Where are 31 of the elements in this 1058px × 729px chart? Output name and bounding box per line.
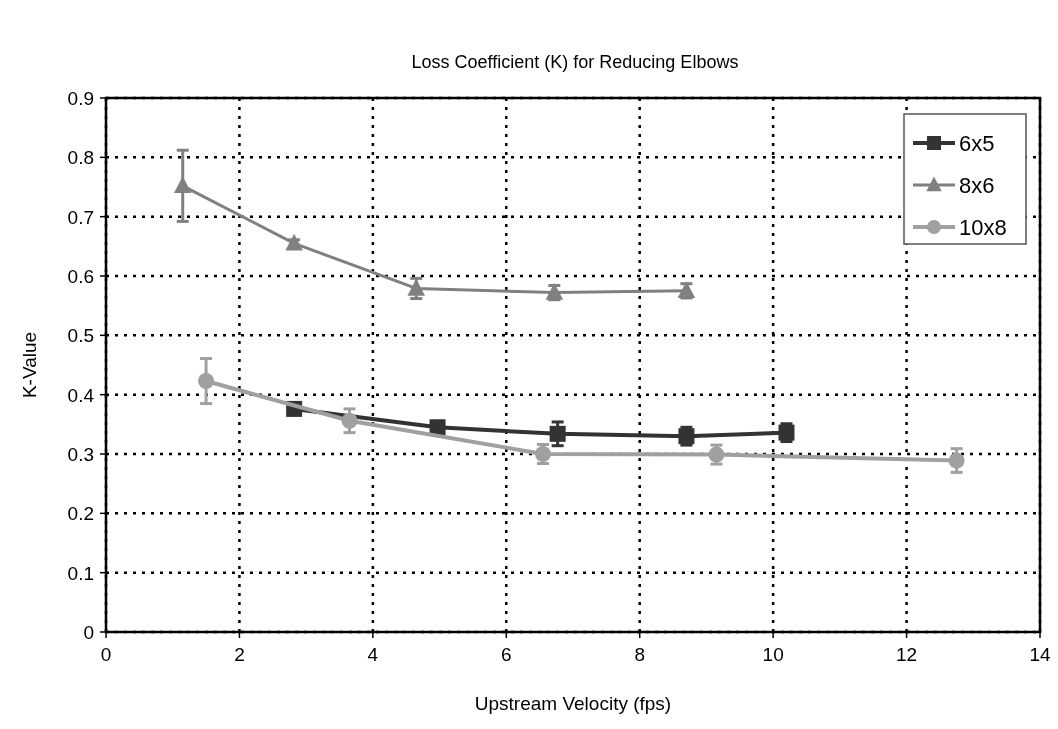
point — [285, 233, 303, 251]
y-tick-label: 0.4 — [67, 384, 95, 406]
x-tick-label: 4 — [367, 644, 379, 665]
x-tick-label: 10 — [762, 644, 784, 665]
x-tick-label: 12 — [896, 644, 918, 665]
y-tick-label: 0 — [83, 622, 94, 643]
chart-title: Loss Coefficient (K) for Reducing Elbows — [411, 52, 739, 72]
point — [948, 452, 965, 469]
x-tick-label: 8 — [634, 644, 645, 665]
point — [429, 419, 446, 436]
x-tick-label: 0 — [100, 644, 112, 665]
y-tick-label: 0.7 — [67, 206, 94, 228]
point — [549, 425, 566, 442]
y-tick-label: 0.3 — [67, 444, 94, 465]
point — [341, 412, 358, 429]
x-tick-label: 2 — [234, 644, 245, 665]
y-tick-label: 0.8 — [67, 147, 94, 169]
point — [198, 373, 215, 390]
x-tick-label: 14 — [1029, 644, 1051, 665]
x-axis-title: Upstream Velocity (fps) — [474, 693, 672, 714]
point — [173, 176, 192, 194]
y-tick-label: 0.5 — [67, 325, 94, 347]
legend-label: 6x5 — [959, 131, 995, 156]
y-tick-label: 0.1 — [67, 562, 94, 584]
legend-label: 10x8 — [959, 215, 1007, 240]
y-tick-label: 0.9 — [67, 88, 94, 109]
y-tick-label: 0.2 — [67, 503, 94, 525]
y-axis-title: K-Value — [19, 331, 40, 399]
x-tick-label: 6 — [501, 644, 512, 665]
legend-label: 8x6 — [959, 173, 995, 198]
y-tick-label: 0.6 — [67, 266, 94, 287]
